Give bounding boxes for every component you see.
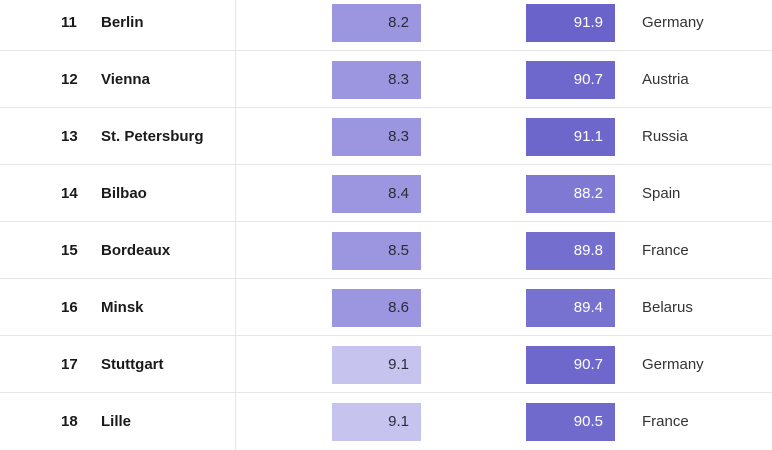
percentage-cell: 91.1 — [526, 118, 615, 156]
score-cell: 8.6 — [332, 289, 421, 327]
country-cell: Austria — [642, 71, 689, 88]
city-cell: Vienna — [101, 71, 150, 88]
score-cell: 8.3 — [332, 61, 421, 99]
score-cell: 8.2 — [332, 4, 421, 42]
column-divider — [235, 51, 236, 107]
percentage-cell: 89.8 — [526, 232, 615, 270]
country-cell: Germany — [642, 356, 704, 373]
rank-cell: 17 — [61, 356, 78, 373]
country-cell: Belarus — [642, 299, 693, 316]
rank-cell: 12 — [61, 71, 78, 88]
percentage-cell: 90.5 — [526, 403, 615, 441]
table-row: 14 Bilbao 8.4 88.2 Spain — [0, 165, 772, 222]
city-cell: Stuttgart — [101, 356, 164, 373]
column-divider — [235, 222, 236, 278]
table-row: 11 Berlin 8.2 91.9 Germany — [0, 0, 772, 51]
country-cell: France — [642, 242, 689, 259]
city-cell: Berlin — [101, 14, 144, 31]
country-cell: Russia — [642, 128, 688, 145]
percentage-cell: 90.7 — [526, 346, 615, 384]
table-row: 13 St. Petersburg 8.3 91.1 Russia — [0, 108, 772, 165]
percentage-cell: 91.9 — [526, 4, 615, 42]
score-cell: 9.1 — [332, 346, 421, 384]
table-row: 17 Stuttgart 9.1 90.7 Germany — [0, 336, 772, 393]
city-cell: Bilbao — [101, 185, 147, 202]
score-cell: 8.3 — [332, 118, 421, 156]
score-cell: 8.4 — [332, 175, 421, 213]
table-row: 18 Lille 9.1 90.5 France — [0, 393, 772, 450]
column-divider — [235, 108, 236, 164]
column-divider — [235, 279, 236, 335]
rank-cell: 18 — [61, 413, 78, 430]
percentage-cell: 90.7 — [526, 61, 615, 99]
percentage-cell: 88.2 — [526, 175, 615, 213]
score-cell: 9.1 — [332, 403, 421, 441]
score-cell: 8.5 — [332, 232, 421, 270]
rank-cell: 14 — [61, 185, 78, 202]
table-row: 12 Vienna 8.3 90.7 Austria — [0, 51, 772, 108]
rank-cell: 15 — [61, 242, 78, 259]
percentage-cell: 89.4 — [526, 289, 615, 327]
city-cell: Bordeaux — [101, 242, 171, 259]
city-cell: St. Petersburg — [101, 128, 204, 145]
rank-cell: 11 — [61, 14, 77, 31]
country-cell: France — [642, 413, 689, 430]
rank-cell: 16 — [61, 299, 78, 316]
country-cell: Spain — [642, 185, 681, 202]
city-cell: Minsk — [101, 299, 144, 316]
table-row: 16 Minsk 8.6 89.4 Belarus — [0, 279, 772, 336]
country-cell: Germany — [642, 14, 704, 31]
city-cell: Lille — [101, 413, 132, 430]
table-row: 15 Bordeaux 8.5 89.8 France — [0, 222, 772, 279]
column-divider — [235, 393, 236, 450]
column-divider — [235, 336, 236, 392]
column-divider — [235, 165, 236, 221]
rank-cell: 13 — [61, 128, 78, 145]
column-divider — [235, 0, 236, 50]
